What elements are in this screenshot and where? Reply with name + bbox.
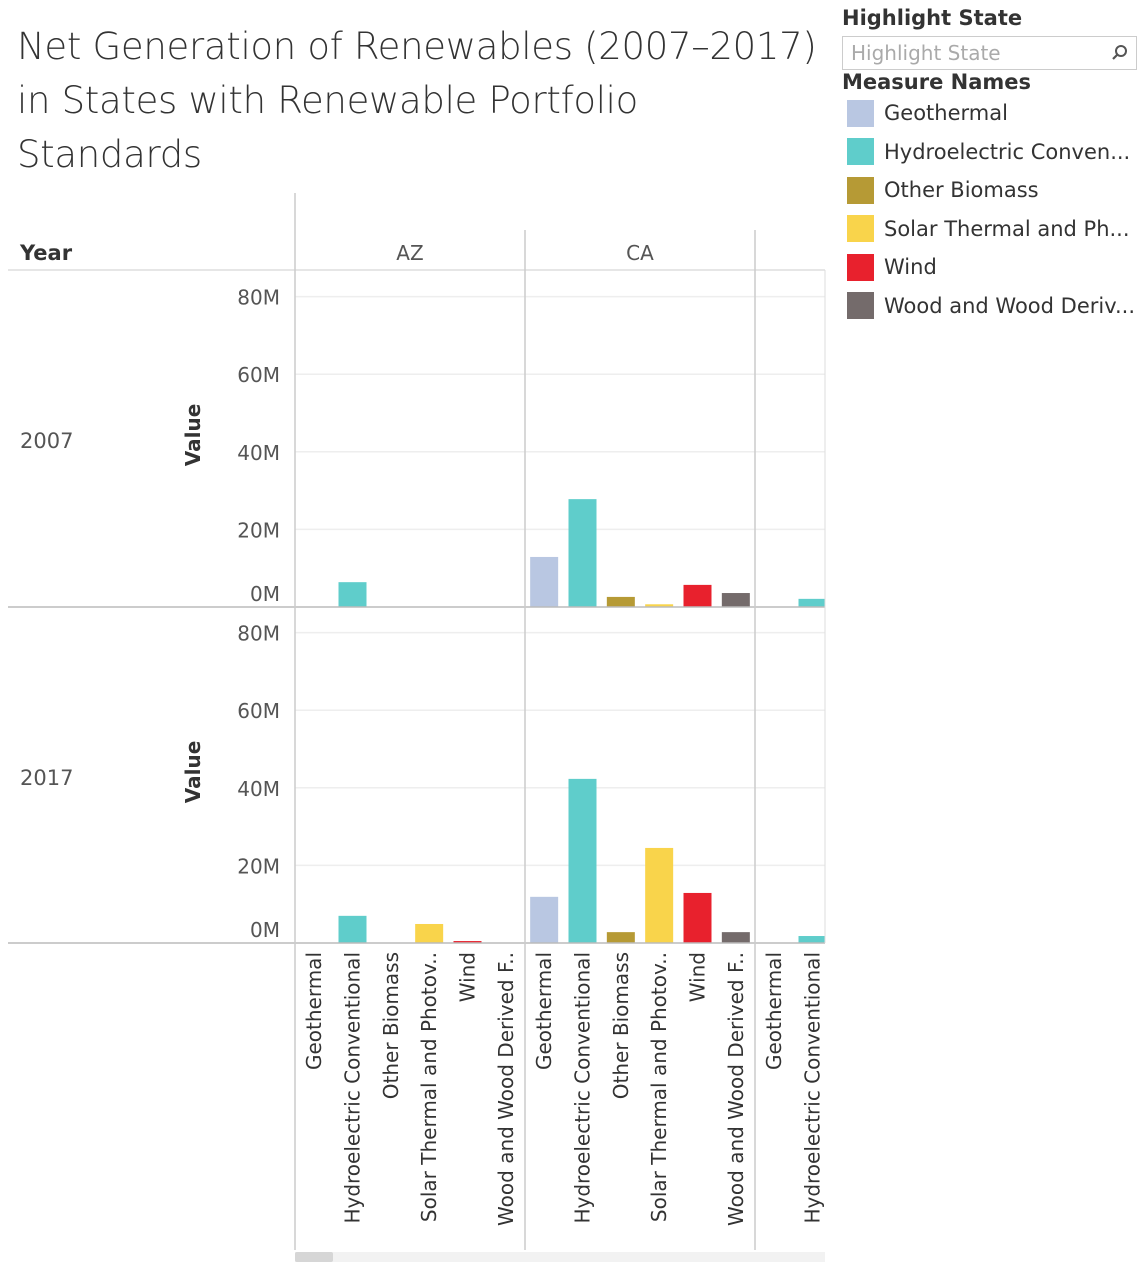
x-category-label: Other Biomass	[609, 952, 633, 1099]
x-category-label: Solar Thermal and Photov..	[647, 952, 671, 1222]
legend-item[interactable]: Solar Thermal and Ph...	[842, 210, 1137, 249]
legend-swatch	[847, 176, 874, 204]
bar-CA-2007-4	[683, 584, 712, 607]
column-header-AZ: AZ	[396, 241, 423, 265]
legend-label: Wind	[884, 255, 937, 280]
x-category-label: Other Biomass	[379, 952, 403, 1099]
legend-swatch	[847, 215, 874, 243]
legend-item[interactable]: Geothermal	[842, 94, 1137, 133]
x-category-label: Wood and Wood Derived F..	[494, 952, 518, 1226]
legend-swatch	[847, 99, 874, 127]
side-panel: Highlight State Highlight State Measure …	[842, 6, 1137, 325]
bar-CA-2017-3	[645, 847, 674, 943]
x-category-label: Hydroelectric Conventional	[571, 952, 595, 1224]
legend-label: Solar Thermal and Ph...	[884, 216, 1130, 241]
x-category-label: Wind	[456, 952, 480, 1002]
bar-CA-2007-5	[721, 593, 750, 607]
highlight-state-input[interactable]: Highlight State	[842, 36, 1137, 70]
horizontal-scrollbar-track[interactable]	[295, 1252, 825, 1262]
y-tick-label: 40M	[237, 777, 280, 801]
bar-AZ-2017-3	[415, 923, 444, 943]
y-tick-label: 20M	[237, 518, 280, 542]
legend-label: Geothermal	[884, 101, 1008, 126]
y-tick-label: 0M	[250, 918, 280, 942]
bar-CA-2007-1	[568, 499, 597, 607]
legend-swatch	[847, 253, 874, 281]
x-category-label: Geothermal	[302, 952, 326, 1070]
dashboard-title: Net Generation of Renewables (2007–2017)…	[17, 25, 817, 176]
legend-item[interactable]: Hydroelectric Conven...	[842, 133, 1137, 172]
y-axis-label: Value	[181, 404, 205, 467]
bar-CA-2017-5	[721, 932, 750, 943]
bar-AZ-2017-4	[453, 941, 482, 943]
x-category-label: Wind	[686, 952, 710, 1002]
horizontal-scrollbar-thumb[interactable]	[295, 1252, 333, 1262]
bar-CA-2007-3	[645, 604, 674, 607]
bar-CA-2017-2	[606, 932, 635, 943]
y-tick-label: 40M	[237, 441, 280, 465]
legend-swatch	[847, 292, 874, 320]
y-tick-label: 20M	[237, 854, 280, 878]
legend-title: Measure Names	[842, 70, 1032, 94]
bar-CA-2007-2	[606, 596, 635, 607]
x-category-label: Geothermal	[762, 952, 786, 1070]
y-tick-label: 60M	[237, 699, 280, 723]
legend-swatch	[847, 138, 874, 166]
y-tick-label: 0M	[250, 582, 280, 606]
row-label-year: 2007	[20, 429, 73, 453]
bar-CA-2017-4	[683, 892, 712, 943]
bar-state3-2007-1	[798, 598, 825, 607]
row-header-year: Year	[19, 241, 73, 265]
bar-AZ-2017-1	[338, 915, 367, 943]
x-category-label: Geothermal	[532, 952, 556, 1070]
x-category-label: Wood and Wood Derived F..	[724, 952, 748, 1226]
x-category-label: Hydroelectric Conventional	[341, 952, 365, 1224]
y-tick-label: 80M	[237, 622, 280, 646]
legend-label: Hydroelectric Conven...	[884, 139, 1131, 164]
legend-item[interactable]: Other Biomass	[842, 171, 1137, 210]
legend-item[interactable]: Wood and Wood Deriv...	[842, 287, 1137, 326]
legend: Geothermal Hydroelectric Conven... Other B…	[842, 94, 1137, 325]
y-axis-label: Value	[181, 741, 205, 804]
legend-label: Wood and Wood Deriv...	[884, 293, 1136, 318]
legend-item[interactable]: Wind	[842, 248, 1137, 287]
search-icon[interactable]	[1110, 43, 1130, 63]
row-label-year: 2017	[20, 766, 73, 790]
x-category-label: Hydroelectric Conventional	[801, 952, 825, 1224]
bar-CA-2017-1	[568, 778, 597, 943]
column-header-CA: CA	[626, 241, 654, 265]
legend-label: Other Biomass	[884, 178, 1039, 203]
bar-CA-2007-0	[530, 556, 559, 607]
y-tick-label: 60M	[237, 363, 280, 387]
y-tick-label: 80M	[237, 286, 280, 310]
highlight-state-placeholder: Highlight State	[851, 41, 1001, 65]
bar-state3-2017-1	[798, 936, 825, 943]
bar-CA-2017-0	[530, 896, 559, 943]
highlight-state-label: Highlight State	[842, 6, 1023, 30]
x-category-label: Solar Thermal and Photov..	[417, 952, 441, 1222]
bar-AZ-2007-1	[338, 582, 367, 607]
